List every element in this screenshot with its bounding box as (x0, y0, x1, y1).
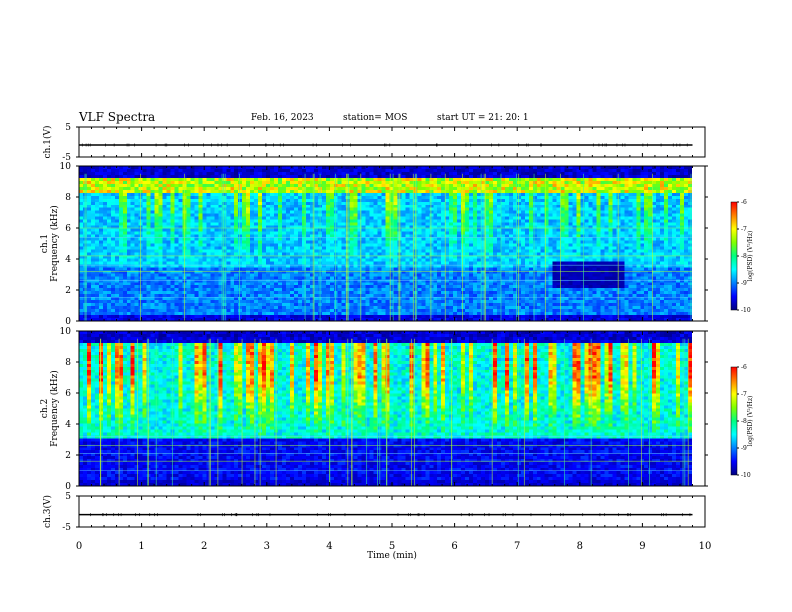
y-tick-label: 2 (65, 451, 71, 461)
x-tick-label: 2 (201, 541, 207, 552)
y-tick-label: 8 (65, 193, 71, 203)
colorbar-tick-label: -10 (741, 307, 751, 314)
x-tick-label: 9 (639, 541, 645, 552)
x-tick-label: 3 (264, 541, 270, 552)
ch3-voltage-ylabel: ch.3(V) (42, 495, 53, 528)
ch2-spectrogram-ylabel: Frequency (kHz) (49, 370, 60, 447)
ch2-spectrogram-colorbar (730, 366, 738, 476)
ch3-voltage-frame (78, 495, 706, 528)
y-tick-label: 5 (65, 123, 71, 133)
colorbar-tick-label: -6 (741, 199, 747, 206)
x-axis-label: Time (min) (367, 550, 417, 561)
x-tick-label: 10 (699, 541, 712, 552)
colorbar-tick-label: -8 (741, 253, 747, 260)
ch1-spectrogram (79, 166, 692, 321)
colorbar-tick-label: -9 (741, 280, 747, 287)
y-tick-label: 10 (60, 327, 72, 337)
x-tick-label: 8 (577, 541, 583, 552)
y-tick-label: 6 (65, 389, 71, 399)
y-tick-label: 0 (65, 317, 71, 327)
x-tick-label: 4 (326, 541, 332, 552)
ch1-spectrogram-colorbar (730, 201, 738, 311)
ch1-spectrogram-colorbar-label: log(PSD) (V²/Hz) (747, 231, 754, 282)
y-tick-label: 2 (65, 286, 71, 296)
y-tick-label: 4 (65, 420, 71, 430)
colorbar-tick-label: -6 (741, 364, 747, 371)
y-tick-label: 10 (60, 162, 72, 172)
ch1-spectrogram-ylabel: Frequency (kHz) (49, 205, 60, 282)
ch1-voltage-ylabel: ch.1(V) (42, 126, 53, 159)
x-tick-label: 1 (138, 541, 144, 552)
date-label: Feb. 16, 2023 (251, 113, 314, 123)
y-tick-label: 0 (65, 482, 71, 492)
ch2-spectrogram (79, 331, 692, 486)
colorbar-tick-label: -8 (741, 418, 747, 425)
y-tick-label: 4 (65, 255, 71, 265)
ch2-spectrogram-colorbar-label: log(PSD) (V²/Hz) (747, 396, 754, 447)
station-label: station= MOS (343, 113, 408, 123)
colorbar-tick-label: -10 (741, 472, 751, 479)
colorbar-tick-label: -9 (741, 445, 747, 452)
figure-title: VLF Spectra (79, 110, 156, 124)
y-tick-label: -5 (62, 153, 71, 163)
x-tick-label: 6 (451, 541, 457, 552)
start-time-label: start UT = 21: 20: 1 (437, 113, 529, 123)
y-tick-label: 6 (65, 224, 71, 234)
y-tick-label: 5 (65, 492, 71, 502)
ch1-voltage-frame (78, 126, 706, 158)
ch2-spectrogram-channel-label: ch.2 (40, 399, 50, 418)
x-tick-label: 5 (389, 541, 395, 552)
y-tick-label: 8 (65, 358, 71, 368)
ch1-spectrogram-channel-label: ch.1 (40, 234, 50, 253)
y-tick-label: -5 (62, 523, 71, 533)
x-tick-label: 7 (514, 541, 520, 552)
x-tick-label: 0 (76, 541, 82, 552)
colorbar-tick-label: -7 (741, 391, 747, 398)
colorbar-tick-label: -7 (741, 226, 747, 233)
